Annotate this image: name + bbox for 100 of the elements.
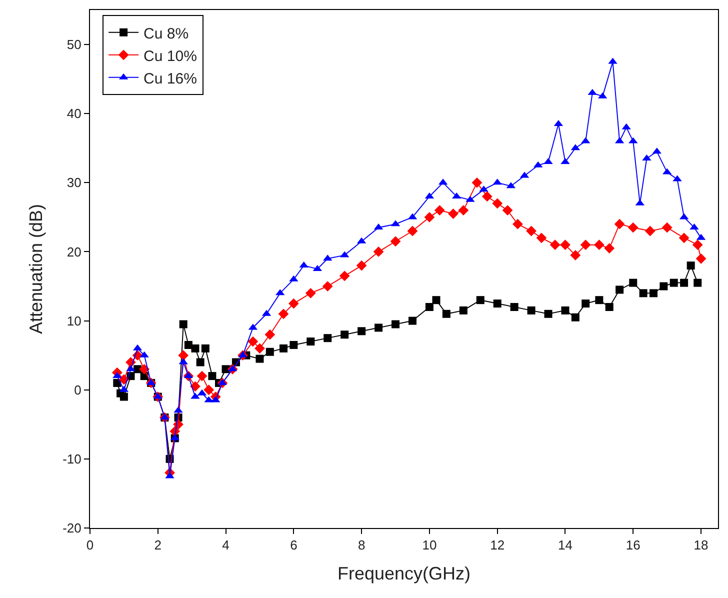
point [425, 302, 434, 311]
point [526, 226, 536, 236]
y-tick-label: 50 [66, 37, 82, 52]
point [670, 278, 678, 287]
point [432, 296, 440, 304]
point [324, 334, 332, 342]
point [179, 320, 188, 328]
point [248, 336, 258, 347]
point [527, 306, 536, 314]
point [502, 205, 513, 216]
point [536, 232, 547, 244]
point [340, 330, 349, 339]
x-tick-label: 8 [358, 538, 366, 553]
point [510, 302, 518, 311]
point [190, 381, 200, 392]
point [570, 250, 581, 260]
point [476, 296, 484, 304]
point [264, 329, 276, 340]
point [279, 344, 288, 352]
point [644, 226, 656, 236]
point [178, 350, 189, 361]
y-tick-label: 20 [66, 244, 82, 260]
x-tick-label: 12 [490, 538, 505, 553]
x-tick-label: 14 [558, 538, 572, 553]
point [678, 232, 690, 244]
point [492, 198, 503, 209]
y-tick-label: 40 [66, 106, 82, 122]
point [434, 205, 445, 216]
point [561, 306, 570, 314]
point [544, 310, 552, 318]
point [512, 218, 523, 230]
point [560, 240, 570, 250]
point [582, 300, 590, 308]
point [595, 296, 604, 304]
x-axis-title: Frequency(GHz) [337, 564, 471, 584]
point [629, 278, 638, 287]
point [139, 364, 150, 374]
x-tick-label: 10 [422, 538, 437, 553]
point [339, 270, 350, 282]
point [201, 344, 210, 352]
point [191, 344, 200, 352]
x-tick-label: 0 [86, 538, 94, 553]
point [680, 278, 688, 287]
point [660, 282, 668, 290]
point [408, 316, 416, 325]
x-tick-label: 18 [694, 538, 708, 553]
point [459, 306, 468, 314]
point [448, 208, 458, 219]
point [358, 327, 366, 336]
point [442, 310, 450, 318]
point [306, 338, 315, 346]
point [616, 286, 624, 294]
point [256, 354, 264, 363]
point [196, 370, 208, 382]
point [288, 298, 299, 309]
point [390, 236, 401, 247]
legend-label: Cu 10% [144, 48, 197, 65]
point [580, 240, 591, 250]
point [692, 240, 703, 250]
x-tick-label: 2 [154, 538, 162, 553]
y-axis-title: Attenuation (dB) [26, 204, 46, 334]
point [278, 308, 289, 320]
point [594, 240, 604, 250]
point [614, 218, 625, 230]
point [550, 240, 560, 250]
point [374, 324, 383, 332]
point [472, 177, 482, 188]
legend-label: Cu 8% [144, 25, 189, 42]
point [356, 260, 367, 271]
y-tick-label: -20 [62, 520, 82, 536]
y-tick-label: -10 [62, 451, 82, 466]
point [571, 313, 580, 322]
point [290, 340, 298, 349]
y-tick-label: 0 [74, 382, 82, 398]
point [493, 300, 502, 308]
x-tick-label: 16 [626, 538, 640, 553]
point [639, 289, 648, 298]
point [204, 384, 214, 396]
point [628, 222, 638, 233]
x-tick-label: 6 [290, 538, 298, 553]
point [392, 320, 400, 328]
point [120, 392, 128, 401]
point [662, 222, 672, 233]
point [650, 289, 658, 298]
point [605, 302, 614, 311]
point [196, 358, 204, 366]
x-tick-label: 4 [222, 538, 230, 553]
point [686, 262, 695, 270]
point [305, 288, 316, 298]
point [254, 343, 265, 354]
point [458, 205, 469, 216]
y-tick-label: 30 [66, 175, 82, 190]
point [373, 246, 384, 257]
point [604, 243, 615, 254]
point [266, 348, 274, 356]
point [424, 212, 435, 222]
legend-label: Cu 16% [144, 70, 197, 88]
point [694, 278, 702, 287]
point [208, 372, 216, 380]
y-tick-label: 10 [66, 313, 82, 328]
